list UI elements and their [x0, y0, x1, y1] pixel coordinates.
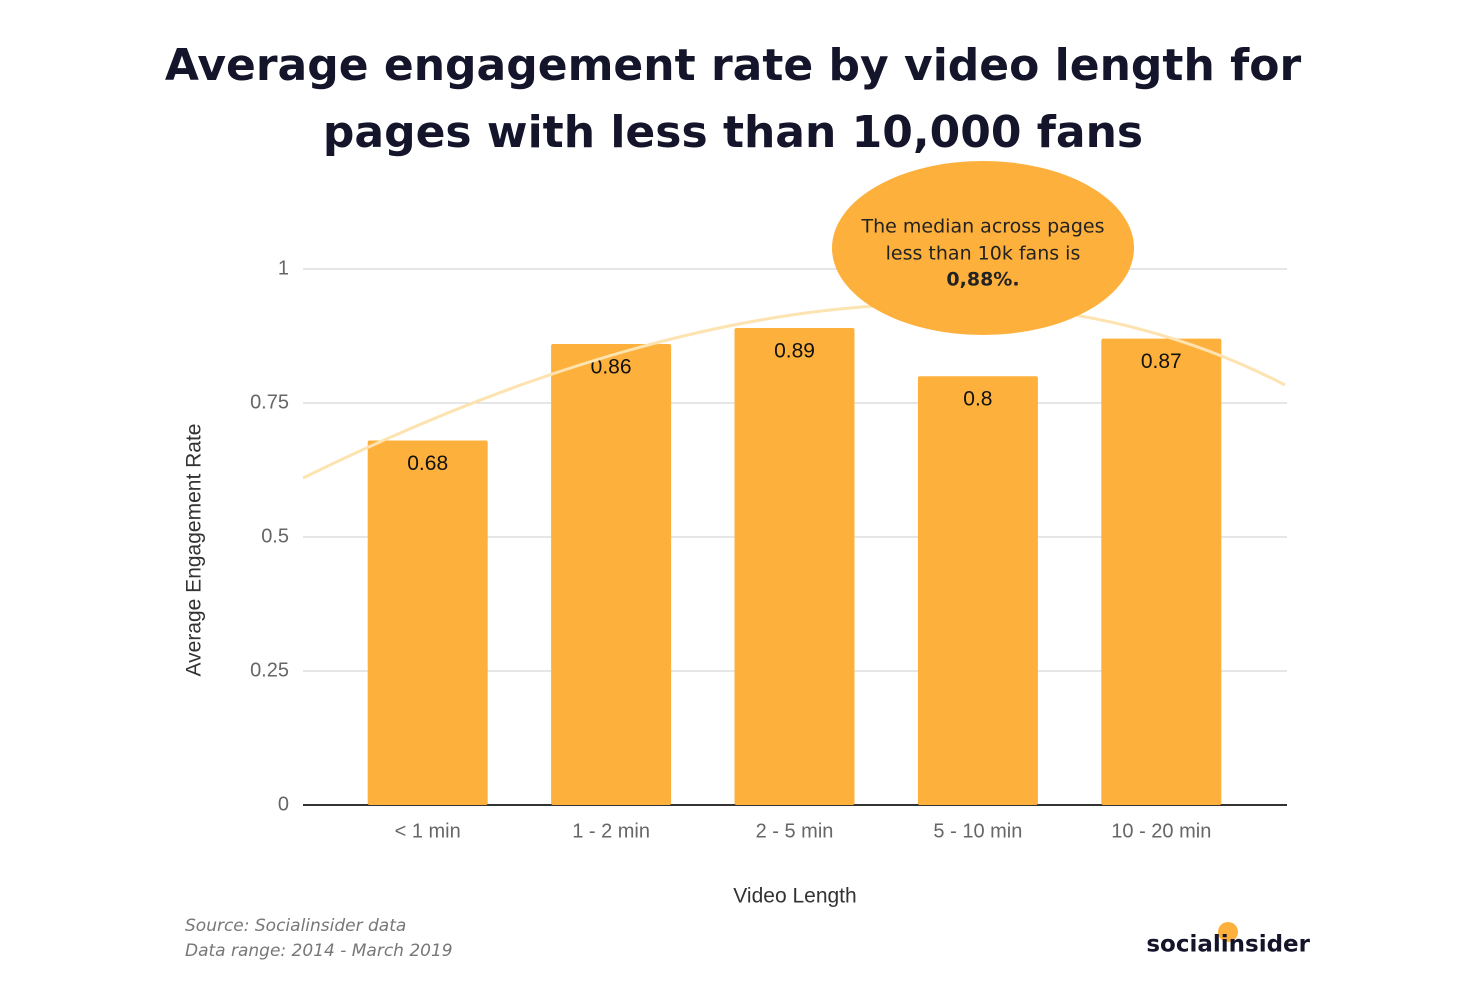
y-tick-label: 0.75 — [250, 391, 289, 413]
annotation-bubble — [832, 161, 1134, 335]
bar — [367, 440, 488, 805]
value-label: 0.86 — [591, 356, 632, 379]
source: Data range: 2014 - March 2019 — [185, 941, 453, 961]
bar — [1101, 338, 1222, 805]
y-tick-label: 0.5 — [261, 525, 289, 547]
trend-curve — [302, 302, 1286, 480]
bar — [734, 327, 855, 805]
y-axis-label: Average Engagement Rate — [183, 424, 206, 677]
annotation: The median across pages — [861, 216, 1105, 238]
value-label: 0.8 — [963, 388, 992, 411]
x-tick-label: 1 - 2 min — [572, 820, 650, 842]
value-label: 0.89 — [774, 340, 815, 363]
annotation: less than 10k fans is — [886, 243, 1081, 265]
annotation: 0,88%. — [946, 269, 1019, 291]
bar — [917, 376, 1038, 805]
source: Source: Socialinsider data — [185, 916, 406, 936]
y-tick-label: 0.25 — [250, 659, 289, 681]
y-tick-label: 0 — [278, 793, 289, 815]
value-label: 0.87 — [1141, 350, 1182, 373]
bars: < 1 min 0.68 1 - 2 min 0.86 2 - 5 min 0.89 5 -… — [367, 327, 1222, 842]
bar — [551, 344, 672, 805]
x-tick-label: 10 - 20 min — [1111, 820, 1211, 842]
y-tick-label: 1 — [278, 257, 289, 279]
value-label: 0.68 — [407, 452, 448, 475]
logo-dot — [1218, 922, 1238, 942]
x-tick-label: 2 - 5 min — [756, 820, 834, 842]
x-tick-label: 5 - 10 min — [933, 820, 1022, 842]
chart-title: Average engagement rate by video length … — [165, 40, 1302, 91]
x-tick-label: < 1 min — [395, 820, 461, 842]
chart-title: pages with less than 10,000 fans — [323, 107, 1143, 158]
brand: socialinsider — [1146, 932, 1310, 958]
x-axis-label: Video Length — [733, 885, 856, 908]
